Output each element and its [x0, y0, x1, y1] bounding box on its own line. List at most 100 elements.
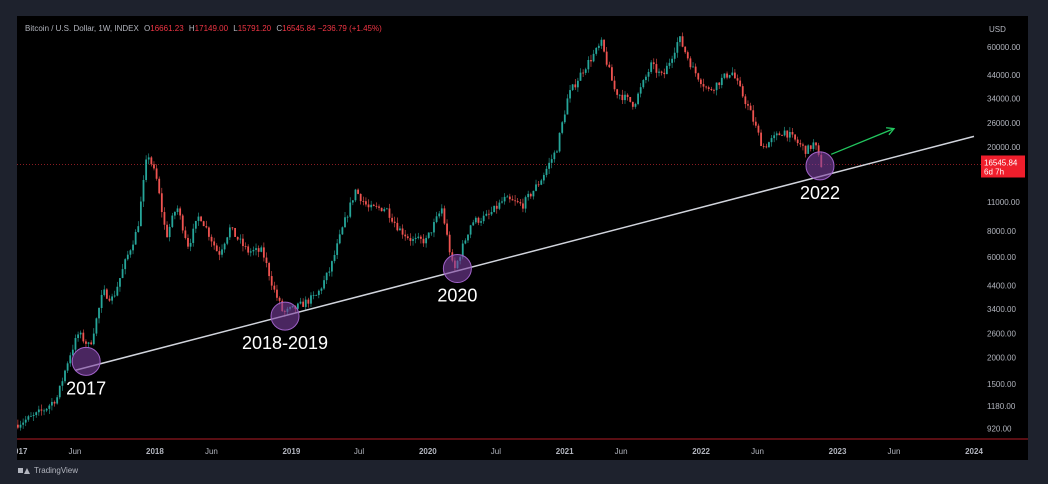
candle-body	[587, 59, 590, 70]
candle-body	[684, 46, 687, 53]
x-tick-label: 2018	[146, 447, 164, 456]
y-tick-label: 60000.00	[987, 43, 1021, 52]
candle-body	[399, 228, 401, 231]
candle-body	[378, 206, 380, 208]
candle-body	[252, 249, 255, 252]
candle-body	[126, 254, 129, 260]
candle-body	[82, 332, 85, 342]
open-label: O	[144, 24, 151, 33]
candle-body	[773, 135, 776, 139]
support-trendline[interactable]	[74, 135, 975, 372]
candle-body	[626, 94, 629, 97]
touch-point-marker	[805, 151, 835, 181]
candle-body	[676, 42, 679, 53]
candle-body	[794, 134, 796, 140]
candle-body	[192, 228, 195, 243]
candle-body	[809, 145, 812, 149]
candle-body	[320, 288, 323, 291]
candle-body	[558, 132, 561, 152]
candle-body	[236, 236, 239, 240]
candle-body	[673, 52, 676, 59]
candle-body	[79, 332, 82, 335]
annotation-label: 2022	[800, 183, 840, 203]
candle-body	[679, 36, 681, 43]
high-label: H	[188, 24, 195, 33]
candle-body	[435, 216, 438, 223]
candle-body	[791, 132, 794, 135]
candle-body	[783, 130, 786, 136]
x-tick-label: 2023	[829, 447, 847, 456]
current-price-tag	[981, 155, 1025, 178]
candle-body	[537, 184, 540, 186]
candle-body	[744, 96, 747, 105]
candle-body	[768, 142, 770, 148]
candle-body	[582, 72, 585, 74]
candle-body	[383, 209, 386, 212]
candle-body	[720, 77, 723, 86]
candle-body	[477, 217, 480, 223]
candle-body	[726, 73, 728, 78]
candle-body	[485, 213, 488, 216]
candle-body	[715, 82, 718, 91]
y-tick-label: 26000.00	[987, 119, 1021, 128]
annotation-label: 2020	[437, 286, 477, 306]
candle-body	[134, 231, 137, 245]
candle-body	[613, 80, 616, 90]
candle-body	[425, 237, 428, 244]
candle-body	[380, 207, 383, 212]
chart-frame: 60000.00 44000.00 34000.00 26000.00 20000.00…	[17, 16, 1028, 460]
y-tick-label: 6000.00	[987, 253, 1016, 262]
y-tick-label: 1180.00	[987, 402, 1016, 411]
arrow-head-icon	[885, 127, 896, 136]
candle-body	[323, 280, 325, 289]
candle-body	[95, 318, 98, 334]
candle-body	[642, 80, 645, 88]
candle-body	[189, 242, 192, 247]
candle-body	[351, 200, 354, 203]
candle-body	[660, 71, 663, 73]
candle-body	[302, 301, 305, 307]
candle-body	[571, 84, 574, 91]
candle-body	[111, 296, 114, 301]
candle-body	[24, 419, 27, 423]
projection-arrow[interactable]	[830, 128, 895, 155]
candle-body	[362, 201, 365, 202]
candle-body	[276, 289, 278, 298]
candle-body	[367, 204, 370, 208]
open-value: 16661.23	[150, 24, 184, 33]
price-chart[interactable]: 60000.00 44000.00 34000.00 26000.00 20000.00…	[17, 16, 1028, 460]
candle-body	[108, 298, 111, 301]
candle-body	[61, 381, 64, 386]
candle-body	[545, 168, 548, 175]
candle-body	[579, 72, 582, 81]
candle-body	[56, 397, 59, 404]
candle-body	[621, 94, 624, 101]
candle-body	[265, 257, 268, 264]
candle-body	[344, 217, 346, 228]
candle-body	[119, 278, 121, 287]
current-price-value: 16545.84	[984, 158, 1018, 167]
close-value: 16545.84	[282, 24, 316, 33]
candle-body	[765, 146, 768, 148]
candle-body	[137, 226, 140, 232]
candle-body	[234, 227, 236, 237]
candle-body	[260, 247, 263, 252]
candle-body	[749, 105, 752, 111]
candle-body	[404, 234, 407, 237]
candle-body	[430, 232, 433, 234]
candle-body	[412, 239, 414, 241]
candle-body	[354, 189, 357, 201]
y-tick-label: 3400.00	[987, 305, 1016, 314]
candle-body	[40, 409, 43, 411]
candle-body	[603, 39, 605, 52]
candle-body	[482, 215, 485, 222]
candle-body	[223, 243, 226, 250]
candle-body	[472, 222, 475, 226]
currency-label: USD	[989, 25, 1006, 34]
x-tick-label: Jul	[491, 447, 501, 456]
candle-body	[249, 251, 252, 253]
candle-body	[215, 245, 218, 252]
candle-body	[508, 196, 511, 200]
candle-body	[540, 180, 543, 185]
candle-body	[699, 79, 702, 85]
